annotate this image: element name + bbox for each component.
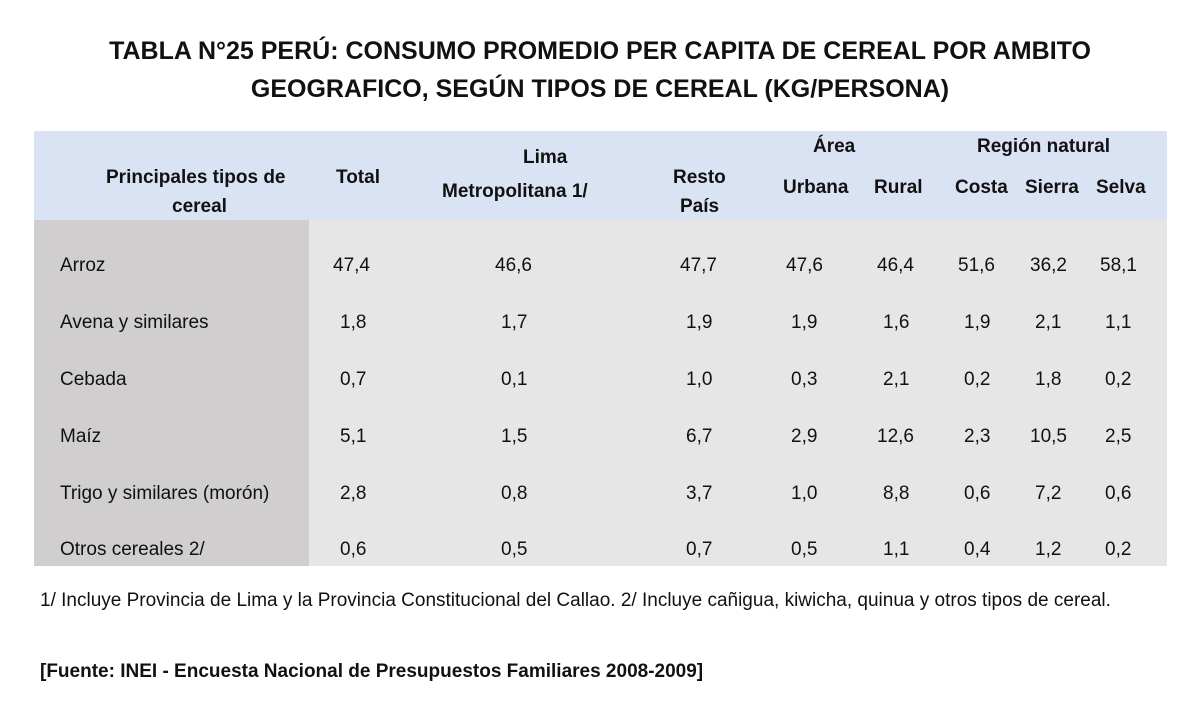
header-rural: Rural: [874, 177, 923, 198]
header-total: Total: [336, 167, 380, 188]
cell-sierra: 7,2: [1035, 483, 1062, 504]
cell-costa: 1,9: [964, 312, 991, 333]
cell-lima: 0,1: [501, 369, 528, 390]
cell-total: 47,4: [333, 255, 370, 276]
cell-sierra: 10,5: [1030, 426, 1067, 447]
cell-total: 0,6: [340, 539, 367, 560]
cell-resto: 1,0: [686, 369, 713, 390]
cell-selva: 2,5: [1105, 426, 1132, 447]
first-column-background: [34, 220, 309, 566]
row-label-cebada: Cebada: [60, 369, 127, 390]
table-header-background: [34, 131, 1167, 220]
page-title: TABLA N°25 PERÚ: CONSUMO PROMEDIO PER CA…: [0, 32, 1200, 108]
cell-rural: 1,6: [883, 312, 910, 333]
header-costa: Costa: [955, 177, 1008, 198]
cell-sierra: 36,2: [1030, 255, 1067, 276]
cell-total: 0,7: [340, 369, 367, 390]
footnote: 1/ Incluye Provincia de Lima y la Provin…: [40, 590, 1111, 611]
header-resto-line1: Resto: [673, 167, 726, 188]
cell-total: 5,1: [340, 426, 367, 447]
header-lima-line2: Metropolitana 1/: [442, 181, 588, 202]
header-selva: Selva: [1096, 177, 1146, 198]
cell-resto: 6,7: [686, 426, 713, 447]
header-region-group: Región natural: [977, 136, 1111, 157]
cell-sierra: 1,8: [1035, 369, 1062, 390]
cell-selva: 58,1: [1100, 255, 1137, 276]
cell-lima: 1,7: [501, 312, 528, 333]
cell-selva: 0,6: [1105, 483, 1132, 504]
header-lima-line1: Lima: [523, 147, 568, 168]
consumption-table: Principales tipos de cereal Total Lima M…: [34, 131, 1167, 566]
cell-costa: 51,6: [958, 255, 995, 276]
cell-resto: 3,7: [686, 483, 713, 504]
cell-selva: 1,1: [1105, 312, 1132, 333]
cell-selva: 0,2: [1105, 539, 1132, 560]
header-resto-line2: País: [680, 196, 720, 217]
cell-lima: 46,6: [495, 255, 532, 276]
cell-rural: 46,4: [877, 255, 914, 276]
cell-costa: 0,2: [964, 369, 991, 390]
row-label-avena: Avena y similares: [60, 312, 209, 333]
cell-resto: 0,7: [686, 539, 713, 560]
cell-resto: 47,7: [680, 255, 717, 276]
row-label-trigo: Trigo y similares (morón): [60, 483, 270, 504]
header-sierra: Sierra: [1025, 177, 1079, 198]
cell-lima: 0,5: [501, 539, 528, 560]
cell-urbana: 2,9: [791, 426, 818, 447]
cell-rural: 12,6: [877, 426, 914, 447]
cell-lima: 0,8: [501, 483, 528, 504]
cell-urbana: 47,6: [786, 255, 823, 276]
cell-rural: 2,1: [883, 369, 910, 390]
cell-urbana: 0,3: [791, 369, 818, 390]
cell-urbana: 1,0: [791, 483, 818, 504]
cell-sierra: 1,2: [1035, 539, 1062, 560]
cell-selva: 0,2: [1105, 369, 1132, 390]
cell-costa: 2,3: [964, 426, 991, 447]
cell-total: 1,8: [340, 312, 367, 333]
cell-rural: 1,1: [883, 539, 910, 560]
cell-urbana: 1,9: [791, 312, 818, 333]
header-cereal-type-line1: Principales tipos de: [106, 167, 286, 188]
title-line-1: TABLA N°25 PERÚ: CONSUMO PROMEDIO PER CA…: [109, 37, 1091, 65]
source-citation: [Fuente: INEI - Encuesta Nacional de Pre…: [40, 661, 704, 682]
row-label-otros: Otros cereales 2/: [60, 539, 205, 560]
row-label-maiz: Maíz: [60, 426, 102, 447]
header-cereal-type-line2: cereal: [172, 196, 227, 217]
row-label-arroz: Arroz: [60, 255, 106, 276]
header-area-group: Área: [813, 136, 856, 157]
cell-total: 2,8: [340, 483, 367, 504]
cell-costa: 0,6: [964, 483, 991, 504]
cell-rural: 8,8: [883, 483, 910, 504]
cell-resto: 1,9: [686, 312, 713, 333]
title-line-2: GEOGRAFICO, SEGÚN TIPOS DE CEREAL (KG/PE…: [250, 75, 950, 103]
cell-sierra: 2,1: [1035, 312, 1062, 333]
cell-urbana: 0,5: [791, 539, 818, 560]
header-urbana: Urbana: [783, 177, 849, 198]
cell-costa: 0,4: [964, 539, 991, 560]
cell-lima: 1,5: [501, 426, 528, 447]
